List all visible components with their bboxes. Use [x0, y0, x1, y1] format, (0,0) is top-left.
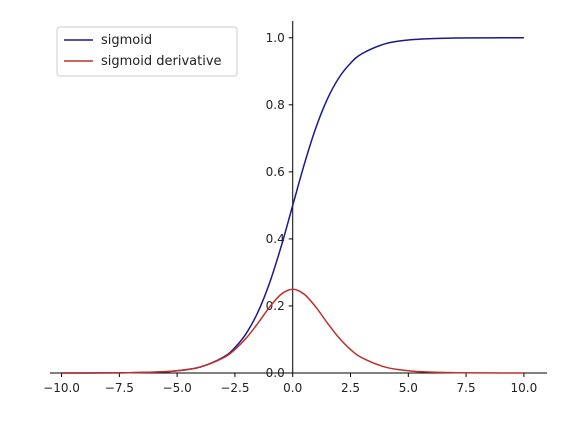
y-tick-group: 0.0 0.2 0.4 0.6 0.8 1.0: [266, 31, 293, 380]
legend-label-sigmoid-derivative: sigmoid derivative: [101, 54, 222, 69]
x-tick-group: −10.0 −7.5 −5.0 −2.5 0.0 2.5 5.0 7.5 10.0: [43, 373, 537, 395]
y-tick-label: 0.4: [266, 232, 285, 246]
series-layer: [61, 37, 524, 374]
x-tick-label: −5.0: [163, 381, 192, 395]
y-tick-label: 0.2: [266, 299, 285, 313]
legend-label-sigmoid: sigmoid: [101, 33, 152, 48]
x-tick-label: 7.5: [457, 381, 476, 395]
x-tick-label: 5.0: [399, 381, 418, 395]
x-tick-label: 10.0: [511, 381, 538, 395]
legend: sigmoid sigmoid derivative: [56, 26, 238, 77]
y-tick-label: 0.8: [266, 98, 285, 112]
x-tick-label: 0.0: [283, 381, 302, 395]
y-tick-label: 0.0: [266, 366, 285, 380]
x-tick-label: 2.5: [341, 381, 360, 395]
x-tick-label: −7.5: [105, 381, 134, 395]
x-tick-label: −10.0: [43, 381, 80, 395]
sigmoid-derivative-line: [61, 288, 524, 374]
y-tick-label: 1.0: [266, 31, 285, 45]
y-tick-label: 0.6: [266, 165, 285, 179]
x-tick-label: −2.5: [220, 381, 249, 395]
legend-frame: [56, 26, 238, 77]
